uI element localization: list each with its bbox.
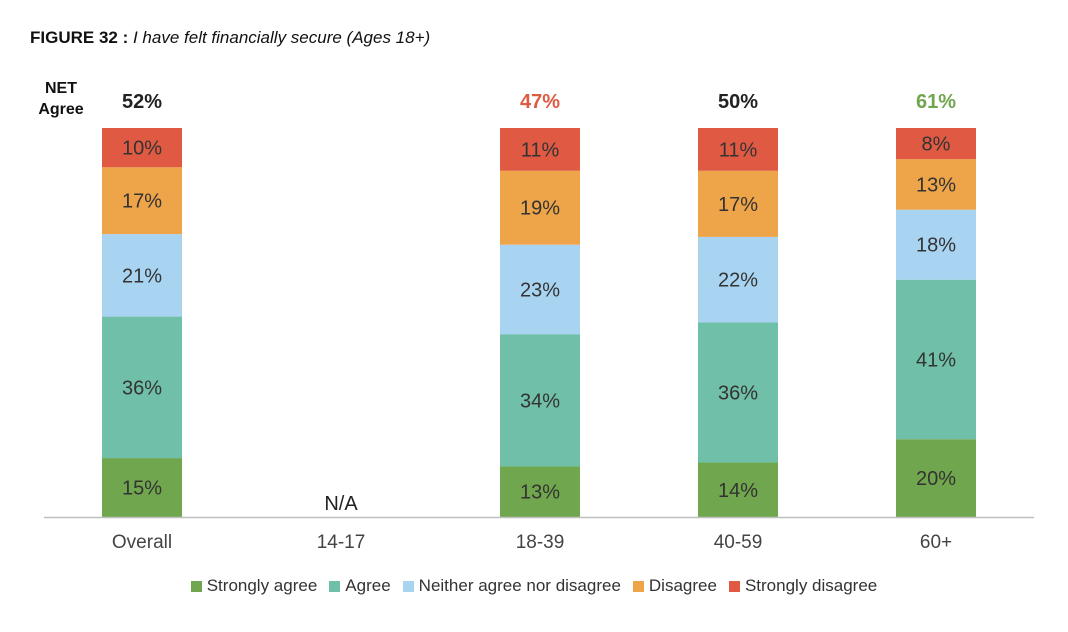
legend-item: Disagree (632, 576, 717, 596)
data-label: 13% (916, 174, 956, 196)
bar-segment (102, 167, 182, 235)
legend-item: Agree (329, 576, 391, 596)
legend-label: Disagree (648, 576, 717, 595)
bar-segment (500, 128, 580, 171)
data-label: 34% (520, 390, 560, 412)
bar-segment (102, 128, 182, 168)
x-tick-label: 60+ (920, 532, 952, 553)
net-agree-value: 52% (122, 91, 162, 113)
bar-segment (500, 466, 580, 517)
bar-segment (896, 279, 976, 440)
bar-segment (896, 128, 976, 160)
bar-segment (102, 458, 182, 517)
data-label: 41% (916, 349, 956, 371)
bar-segment (698, 128, 778, 171)
bar-segment (896, 159, 976, 210)
bar-segment (102, 316, 182, 459)
legend-swatch (728, 580, 740, 592)
data-label: 10% (122, 138, 162, 160)
data-label: 21% (122, 265, 162, 287)
net-agree-label: NET Agree (38, 80, 84, 118)
bar-segment (896, 439, 976, 517)
chart-legend: Strongly agree Agree Neither agree nor dis… (0, 576, 1068, 596)
legend-swatch (329, 580, 341, 592)
data-label: 17% (718, 194, 758, 216)
bar-segment (698, 462, 778, 517)
data-label: 20% (916, 468, 956, 490)
bar-segment (500, 170, 580, 245)
data-label: 13% (520, 482, 560, 504)
x-tick-label: 14-17 (317, 532, 366, 553)
legend-item: Strongly agree (190, 576, 318, 596)
legend-label: Agree (345, 576, 391, 595)
x-tick-label: 18-39 (516, 532, 565, 553)
net-agree-value: 47% (520, 91, 560, 113)
legend-label: Neither agree nor disagree (418, 576, 621, 595)
legend-label: Strongly agree (206, 576, 318, 595)
figure-number: FIGURE 32 : (30, 28, 129, 47)
data-label: 17% (122, 191, 162, 213)
x-tick-label: 40-59 (714, 532, 763, 553)
bar-segment (698, 236, 778, 323)
legend-swatch (402, 580, 414, 592)
bar-segment (896, 209, 976, 280)
x-tick-label: Overall (112, 532, 172, 553)
bar-segment (698, 170, 778, 237)
legend-swatch (190, 580, 202, 592)
legend-item: Strongly disagree (728, 576, 878, 596)
data-label: 18% (916, 235, 956, 257)
net-agree-value: 50% (718, 91, 758, 113)
data-label: 11% (521, 139, 560, 161)
bar-segment (698, 322, 778, 463)
net-agree-value: 61% (916, 91, 956, 113)
figure-subtitle: I have felt financially secure (Ages 18+… (132, 28, 431, 47)
data-label: 8% (922, 134, 951, 156)
data-label: 14% (718, 480, 758, 502)
data-label: 15% (122, 478, 162, 500)
data-label: 23% (520, 279, 560, 301)
bar-segment (500, 334, 580, 467)
data-label: 36% (718, 383, 758, 405)
legend-item: Neither agree nor disagree (402, 576, 621, 596)
na-label: N/A (324, 493, 358, 515)
chart-title: FIGURE 32 : I have felt financially secu… (30, 28, 430, 48)
data-label: 11% (719, 139, 758, 161)
bar-segment (102, 234, 182, 317)
data-label: 36% (122, 377, 162, 399)
legend-swatch (632, 580, 644, 592)
bar-segment (500, 244, 580, 335)
stacked-bar-chart: 15% 36% 21% 17% 10% 52% Overall N/A 14-17 13% 34% 2… (44, 91, 1034, 553)
data-label: 22% (718, 270, 758, 292)
legend-label: Strongly disagree (744, 576, 878, 595)
data-label: 19% (520, 198, 560, 220)
